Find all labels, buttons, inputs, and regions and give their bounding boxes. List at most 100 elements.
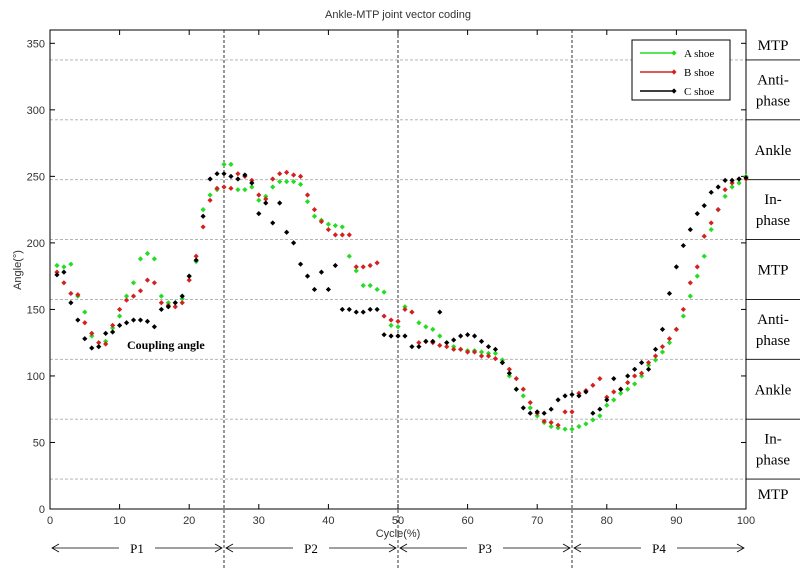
data-point	[346, 253, 352, 259]
band-label: Ankle	[755, 382, 792, 398]
data-point	[694, 264, 700, 270]
data-point	[471, 333, 478, 339]
data-point	[666, 336, 673, 342]
coordination-band-gridlines	[50, 59, 800, 480]
data-point	[123, 297, 130, 303]
data-point	[200, 224, 206, 230]
data-point	[569, 391, 575, 398]
data-point	[451, 346, 457, 352]
data-point	[277, 200, 283, 206]
x-axis-ticks: 0 10 20 30 40 50 60 70 80 90 100	[47, 30, 755, 527]
data-point	[353, 309, 359, 315]
data-point	[513, 386, 519, 392]
data-point	[597, 376, 603, 382]
data-point	[165, 304, 171, 310]
legend-label: B shoe	[684, 67, 714, 79]
x-tick-label: 50	[392, 515, 404, 527]
data-point	[604, 394, 610, 400]
data-point	[395, 333, 401, 339]
data-point	[339, 224, 345, 230]
legend-label: C shoe	[684, 86, 714, 98]
data-point	[618, 390, 624, 396]
data-point	[165, 300, 171, 306]
x-tick-label: 40	[322, 515, 334, 527]
data-point	[451, 337, 457, 343]
phase-label: P4	[652, 541, 666, 556]
data-point	[332, 232, 338, 238]
data-point	[284, 179, 290, 185]
data-point	[96, 344, 102, 350]
data-point	[673, 326, 679, 332]
data-point	[499, 360, 505, 366]
data-point	[687, 226, 693, 233]
data-point	[360, 264, 366, 270]
data-point	[207, 197, 213, 203]
data-point	[541, 418, 547, 424]
data-point	[151, 256, 157, 262]
data-point	[228, 185, 234, 191]
data-point	[534, 409, 540, 415]
data-point	[666, 290, 673, 297]
data-point	[214, 185, 220, 191]
data-point	[96, 340, 102, 346]
data-point	[82, 336, 88, 342]
data-point	[130, 293, 137, 299]
data-point	[332, 222, 338, 229]
band-label: Anti-	[757, 312, 789, 328]
data-point	[381, 313, 387, 319]
phase-arrowhead-left	[573, 543, 582, 553]
data-point	[548, 419, 554, 426]
data-point	[562, 426, 568, 432]
data-point	[576, 393, 582, 399]
x-tick-label: 100	[737, 515, 755, 527]
data-point	[736, 176, 742, 182]
data-point	[520, 405, 526, 411]
legend-marker	[671, 50, 677, 56]
data-point	[465, 332, 471, 338]
data-point	[346, 232, 352, 238]
data-point	[513, 376, 519, 382]
data-point	[235, 187, 241, 193]
data-point	[353, 264, 359, 270]
data-point	[311, 213, 318, 219]
y-tick-label: 200	[27, 238, 45, 250]
data-point	[388, 317, 394, 323]
data-point	[381, 332, 387, 338]
data-point	[318, 219, 325, 225]
data-point	[465, 349, 471, 355]
data-point	[214, 171, 220, 177]
data-point	[576, 423, 582, 430]
data-point	[625, 386, 631, 392]
data-series	[54, 161, 749, 432]
band-label: phase	[756, 93, 790, 109]
data-point	[680, 313, 686, 319]
data-point	[325, 226, 331, 233]
data-point	[736, 180, 742, 186]
data-point	[492, 356, 499, 362]
phase-arrowhead-left	[51, 543, 60, 553]
data-point	[221, 161, 227, 167]
data-point	[110, 329, 116, 335]
data-point	[548, 423, 554, 430]
data-point	[110, 322, 116, 328]
data-point	[61, 280, 67, 286]
data-point	[304, 199, 311, 205]
data-point	[520, 393, 526, 399]
data-point	[715, 184, 721, 190]
data-point	[54, 272, 60, 278]
data-point	[291, 179, 297, 185]
data-point	[103, 338, 109, 344]
data-point	[729, 184, 735, 190]
data-point	[277, 179, 283, 185]
data-point	[179, 296, 185, 302]
data-point	[207, 176, 213, 182]
data-point	[687, 293, 693, 299]
data-point	[367, 306, 373, 313]
data-point	[590, 382, 596, 388]
data-point	[89, 333, 95, 339]
data-point	[583, 389, 589, 395]
data-point	[645, 366, 652, 372]
data-point	[144, 250, 151, 257]
data-point	[541, 410, 547, 416]
